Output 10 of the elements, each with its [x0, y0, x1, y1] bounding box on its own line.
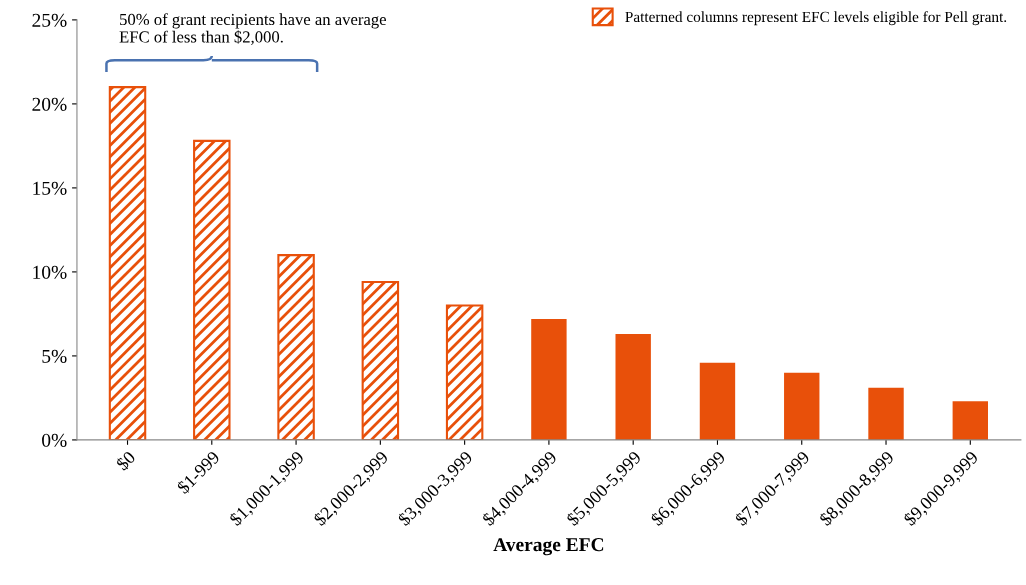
x-tick-label: $0 [114, 449, 137, 472]
y-tick-label: 10% [33, 265, 67, 279]
y-tick-label: 0% [42, 433, 67, 447]
y-tick-label: 20% [32, 97, 67, 111]
x-axis-title: Average EFC [493, 538, 604, 556]
legend-label: Patterned columns represent EFC levels eligible for Pell grant. [625, 11, 1007, 26]
y-tick-label: 25% [32, 13, 67, 27]
y-tick-label: 15% [33, 181, 67, 195]
annotation: 50% of grant recipients have an average EFC of less than $2,000. [119, 13, 386, 45]
y-tick-label: 5% [42, 349, 67, 363]
